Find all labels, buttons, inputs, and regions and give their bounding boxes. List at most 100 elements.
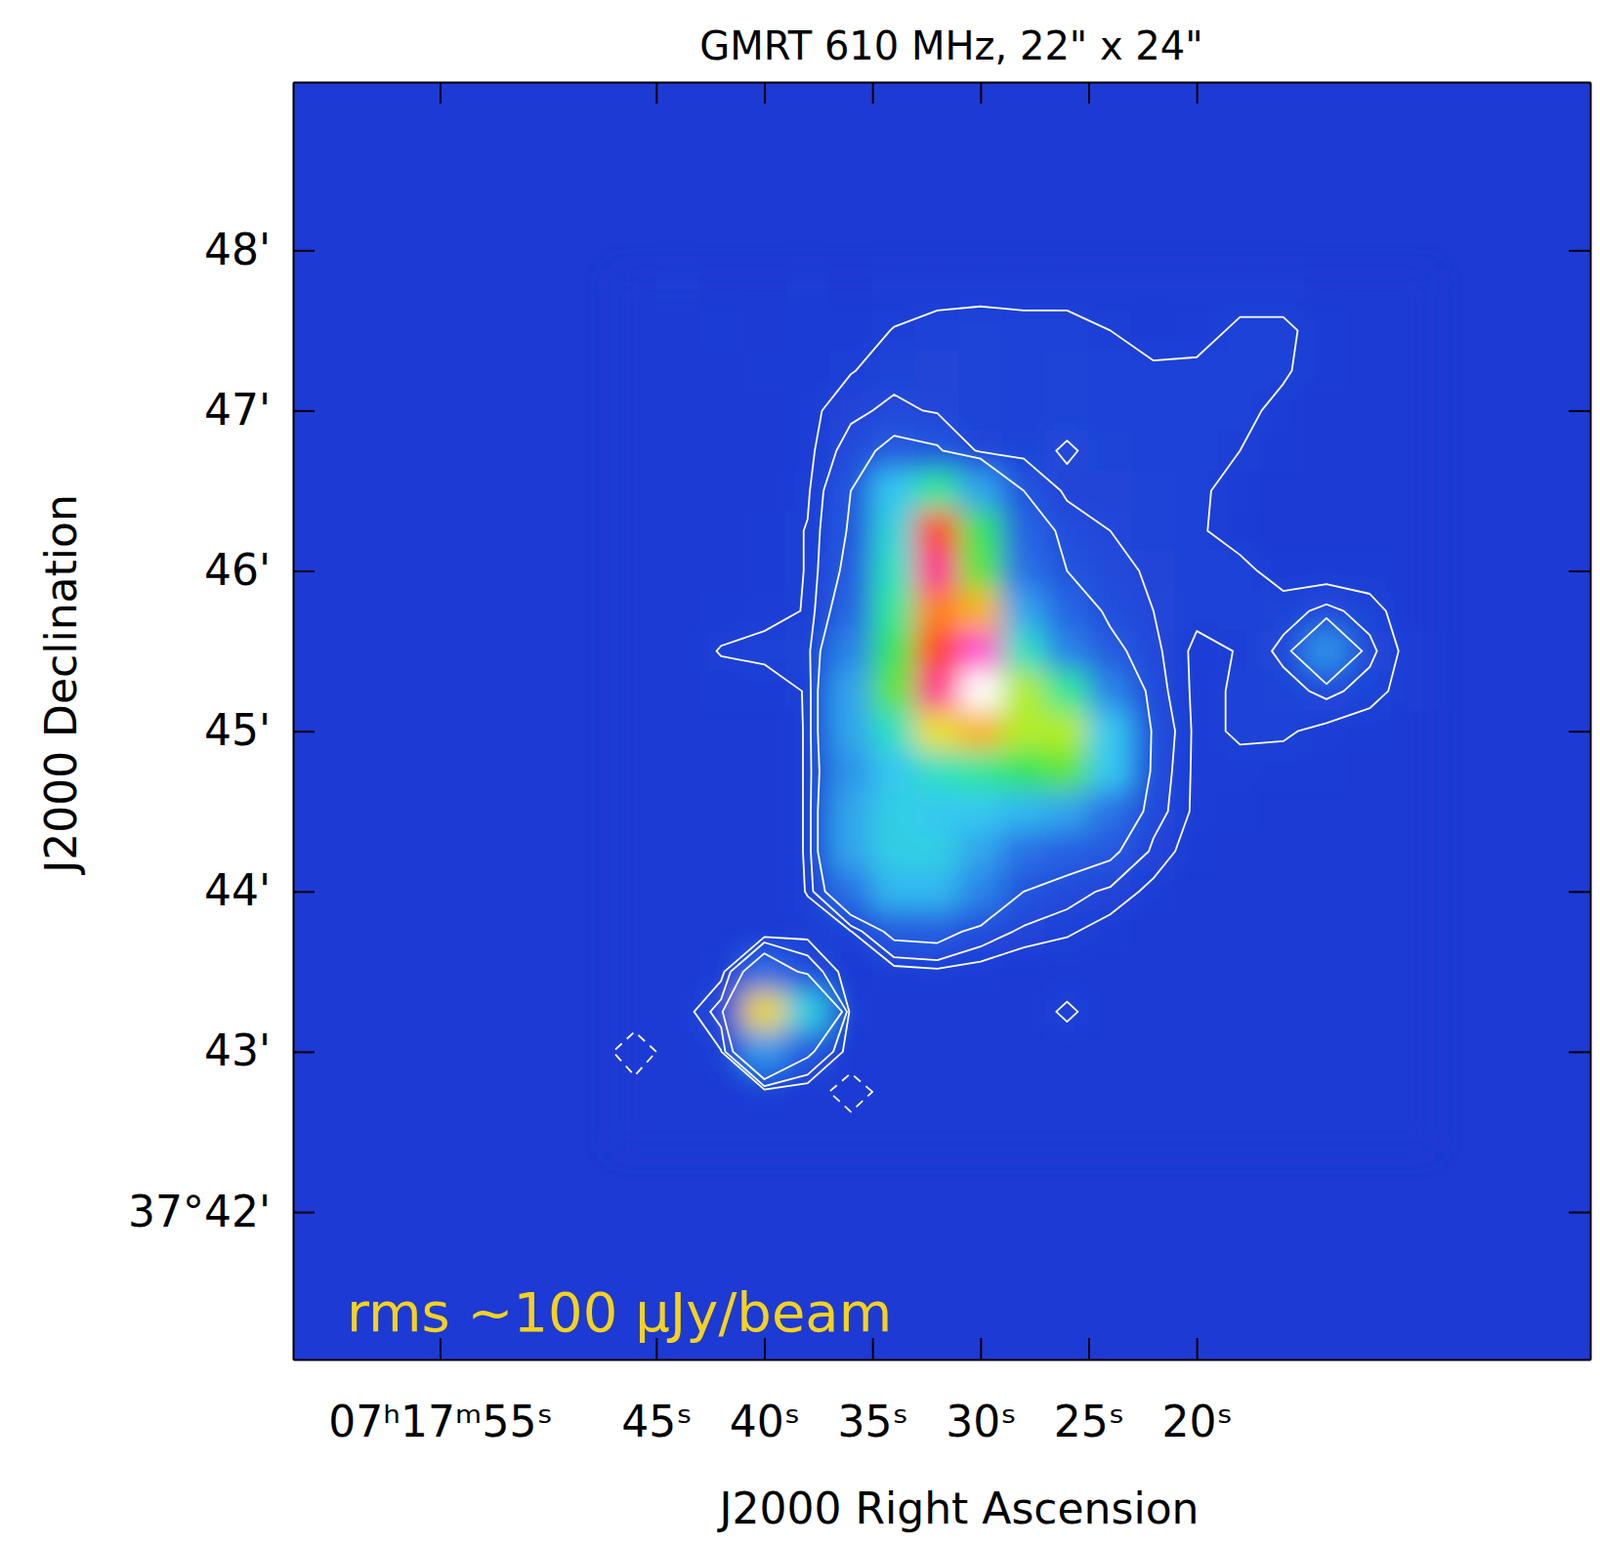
cell bbox=[1175, 871, 1220, 913]
cell bbox=[828, 791, 873, 833]
cell bbox=[612, 1111, 657, 1153]
cell bbox=[1045, 951, 1090, 993]
cell bbox=[1390, 671, 1435, 713]
tick-mark bbox=[293, 570, 315, 573]
cell bbox=[742, 911, 787, 953]
cell bbox=[1390, 991, 1435, 1033]
cell bbox=[699, 590, 744, 632]
cell bbox=[1001, 711, 1046, 753]
cell bbox=[915, 469, 960, 511]
cell bbox=[1304, 791, 1348, 833]
cell bbox=[699, 751, 744, 793]
plot-area bbox=[293, 82, 1591, 1360]
cell bbox=[872, 831, 917, 873]
tick-mark bbox=[293, 250, 315, 253]
cell bbox=[699, 791, 744, 833]
cell bbox=[612, 831, 657, 873]
cell bbox=[1304, 429, 1348, 471]
cell bbox=[1261, 831, 1306, 873]
tick-label: 07ʰ17ᵐ55ˢ bbox=[328, 1396, 553, 1447]
cell bbox=[1045, 1071, 1090, 1113]
cell bbox=[1175, 510, 1220, 552]
y-axis: 37°42'43'44'45'46'47'48' bbox=[127, 83, 315, 1361]
cell bbox=[1088, 671, 1133, 713]
cell bbox=[872, 349, 917, 391]
cell bbox=[1304, 349, 1348, 391]
cell bbox=[612, 791, 657, 833]
cell bbox=[612, 871, 657, 913]
cell bbox=[915, 791, 960, 833]
cell bbox=[1001, 510, 1046, 552]
y-axis-title: J2000 Declination bbox=[36, 494, 86, 877]
cell bbox=[1390, 951, 1435, 993]
cell bbox=[1131, 1071, 1176, 1113]
cell bbox=[785, 429, 830, 471]
cell bbox=[1001, 911, 1046, 953]
cell bbox=[872, 671, 917, 713]
cell bbox=[1175, 631, 1220, 673]
cell bbox=[1045, 469, 1090, 511]
x-axis-title: J2000 Right Ascension bbox=[716, 1483, 1200, 1534]
cell bbox=[872, 1071, 917, 1113]
cell bbox=[958, 791, 1003, 833]
cell bbox=[655, 871, 700, 913]
cell bbox=[915, 751, 960, 793]
cell bbox=[1088, 429, 1133, 471]
cell bbox=[1045, 991, 1090, 1033]
cell bbox=[1045, 349, 1090, 391]
cell bbox=[1390, 269, 1435, 311]
cell bbox=[1261, 309, 1306, 351]
cell bbox=[612, 1071, 657, 1113]
tick-label: 45ˢ bbox=[621, 1396, 692, 1447]
cell bbox=[1261, 791, 1306, 833]
cell bbox=[785, 309, 830, 351]
cell bbox=[1175, 831, 1220, 873]
cell bbox=[655, 831, 700, 873]
cell bbox=[872, 269, 917, 311]
cell bbox=[915, 711, 960, 753]
cell bbox=[785, 991, 830, 1033]
tick-label: 46' bbox=[204, 545, 271, 595]
tick: 35ˢ bbox=[837, 1338, 908, 1447]
cell bbox=[785, 751, 830, 793]
cell bbox=[1045, 309, 1090, 351]
cell bbox=[1347, 269, 1392, 311]
cell bbox=[1347, 349, 1392, 391]
tick-label: 30ˢ bbox=[945, 1396, 1016, 1447]
cell bbox=[785, 711, 830, 753]
tick-label: 43' bbox=[204, 1025, 271, 1076]
cell bbox=[612, 671, 657, 713]
cell bbox=[1045, 751, 1090, 793]
cell bbox=[612, 1031, 657, 1073]
cell bbox=[1218, 951, 1263, 993]
cell bbox=[1261, 590, 1306, 632]
cell bbox=[915, 1111, 960, 1153]
cell bbox=[699, 711, 744, 753]
tick-label: 44' bbox=[204, 865, 271, 916]
cell bbox=[699, 389, 744, 431]
cell bbox=[1045, 671, 1090, 713]
cell bbox=[742, 1071, 787, 1113]
annotation: rms ~100 μJy/beam bbox=[346, 1280, 892, 1345]
cell bbox=[1304, 1071, 1348, 1113]
cell bbox=[828, 349, 873, 391]
cell bbox=[699, 269, 744, 311]
cell bbox=[828, 871, 873, 913]
cell bbox=[742, 951, 787, 993]
cell bbox=[699, 631, 744, 673]
tick: 46' bbox=[204, 545, 315, 595]
cell bbox=[1347, 309, 1392, 351]
cell bbox=[1347, 991, 1392, 1033]
cell bbox=[1175, 429, 1220, 471]
tick: 47' bbox=[204, 384, 315, 435]
cell bbox=[1261, 871, 1306, 913]
cell bbox=[1001, 991, 1046, 1033]
tick-mark bbox=[1568, 250, 1591, 253]
cell bbox=[612, 429, 657, 471]
tick bbox=[1568, 891, 1591, 893]
cell bbox=[699, 429, 744, 471]
cell bbox=[1045, 791, 1090, 833]
cell bbox=[1088, 911, 1133, 953]
cell bbox=[1001, 389, 1046, 431]
cell bbox=[1218, 911, 1263, 953]
